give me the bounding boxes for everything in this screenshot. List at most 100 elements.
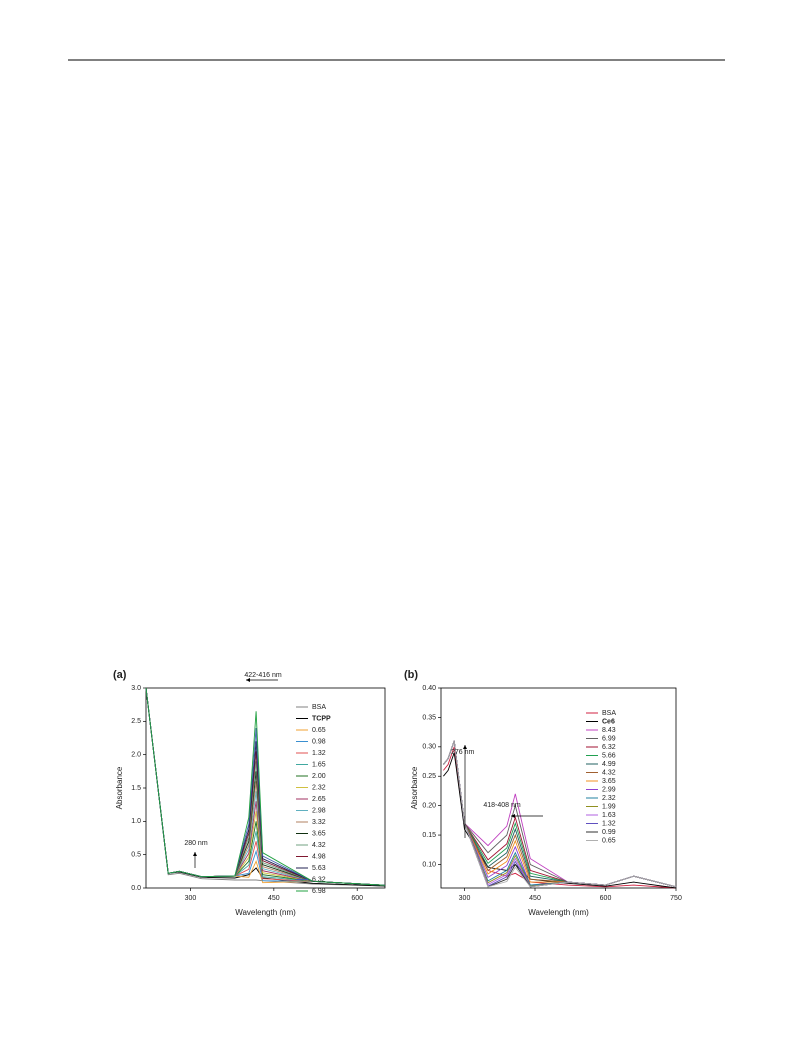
spectrum-line xyxy=(443,740,677,888)
legend-label: 6.32 xyxy=(312,876,326,883)
spectrum-line xyxy=(443,740,677,888)
legend-label: 6.32 xyxy=(602,744,616,751)
spectrum-line xyxy=(145,687,386,886)
annotation: 418-408 nm xyxy=(483,802,521,809)
legend-label: 0.98 xyxy=(312,738,326,745)
legend-label: 2.65 xyxy=(312,796,326,803)
y-tick-label: 1.0 xyxy=(131,818,141,825)
x-tick-label: 600 xyxy=(600,895,612,902)
arrow-head xyxy=(246,678,250,682)
legend-label: 1.32 xyxy=(602,820,616,827)
spectrum-line xyxy=(145,687,386,886)
spectrum-line xyxy=(443,740,677,888)
y-tick-label: 2.5 xyxy=(131,718,141,725)
spectrum-line xyxy=(145,687,386,886)
legend-label: Ce6 xyxy=(602,718,615,725)
legend-label: 4.32 xyxy=(312,842,326,849)
arrow-head xyxy=(193,852,197,856)
spectrum-line xyxy=(443,740,677,888)
spectrum-line xyxy=(145,687,386,886)
annotation: 280 nm xyxy=(184,840,208,847)
legend-label: 4.99 xyxy=(602,761,616,768)
legend-label: 0.65 xyxy=(602,837,616,844)
spectrum-line xyxy=(443,740,677,888)
legend-label: 3.65 xyxy=(312,830,326,837)
y-tick-label: 0.5 xyxy=(131,852,141,859)
legend-label: 2.00 xyxy=(312,773,326,780)
spectrum-line xyxy=(145,687,386,886)
x-axis-label: Wavelength (nm) xyxy=(235,908,296,917)
arrow-head xyxy=(463,745,467,749)
legend-label: 0.99 xyxy=(602,829,616,836)
spectrum-line xyxy=(145,687,386,886)
spectrum-line xyxy=(145,687,386,887)
y-tick-label: 0.40 xyxy=(422,685,436,692)
spectrum-line xyxy=(145,687,386,886)
y-tick-label: 1.5 xyxy=(131,785,141,792)
legend-label: 2.99 xyxy=(602,786,616,793)
x-tick-label: 450 xyxy=(268,895,280,902)
spectrum-line xyxy=(443,740,677,888)
y-tick-label: 0.0 xyxy=(131,885,141,892)
spectrum-line xyxy=(145,687,386,886)
legend-label: 2.32 xyxy=(602,795,616,802)
legend-label: 5.63 xyxy=(312,865,326,872)
legend-label: 6.98 xyxy=(312,888,326,895)
legend-label: 1.65 xyxy=(312,761,326,768)
plot-frame xyxy=(145,687,386,889)
spectrum-line xyxy=(145,687,386,886)
spectrum-line xyxy=(443,740,677,888)
legend-label: 8.43 xyxy=(602,727,616,734)
y-axis-label: Absorbance xyxy=(410,766,419,809)
spectrum-line xyxy=(443,752,677,889)
panel-label: (a) xyxy=(113,669,127,681)
legend-label: 5.66 xyxy=(602,752,616,759)
annotation: 276 nm xyxy=(451,749,475,756)
y-tick-label: 0.25 xyxy=(422,773,436,780)
spectrum-line xyxy=(145,687,386,886)
arrow-head xyxy=(511,814,515,818)
panel-label: (b) xyxy=(404,669,418,681)
spectrum-line xyxy=(443,740,677,888)
spectrum-line xyxy=(443,746,677,889)
plot-frame xyxy=(440,687,677,889)
spectrum-line xyxy=(443,740,677,888)
spectrum-line xyxy=(443,740,677,888)
legend-label: 2.32 xyxy=(312,784,326,791)
spectrum-line xyxy=(145,687,386,886)
y-tick-label: 3.0 xyxy=(131,685,141,692)
y-tick-label: 2.0 xyxy=(131,752,141,759)
legend-label: TCPP xyxy=(312,715,331,722)
legend-label: 1.63 xyxy=(602,812,616,819)
y-tick-label: 0.10 xyxy=(422,861,436,868)
x-tick-label: 300 xyxy=(185,895,197,902)
x-axis-label: Wavelength (nm) xyxy=(528,908,589,917)
legend-label: BSA xyxy=(602,710,616,717)
legend-label: 6.99 xyxy=(602,735,616,742)
y-axis-label: Absorbance xyxy=(115,766,124,809)
x-tick-label: 600 xyxy=(351,895,363,902)
legend-label: 3.65 xyxy=(602,778,616,785)
spectrum-line xyxy=(145,687,386,886)
spectrum-line xyxy=(443,740,677,888)
legend-label: BSA xyxy=(312,704,326,711)
spectrum-line xyxy=(145,687,386,886)
x-tick-label: 300 xyxy=(459,895,471,902)
spectrum-line xyxy=(443,740,677,888)
spectrum-line xyxy=(443,740,677,888)
y-tick-label: 0.20 xyxy=(422,802,436,809)
legend-label: 0.65 xyxy=(312,727,326,734)
annotation: 422-416 nm xyxy=(244,672,282,679)
spectrum-line xyxy=(145,687,386,887)
legend-label: 1.32 xyxy=(312,750,326,757)
y-tick-label: 0.15 xyxy=(422,832,436,839)
legend-label: 4.32 xyxy=(602,769,616,776)
x-tick-label: 450 xyxy=(529,895,541,902)
y-tick-label: 0.30 xyxy=(422,744,436,751)
legend-label: 1.99 xyxy=(602,803,616,810)
spectrum-line xyxy=(145,687,386,886)
spectrum-line xyxy=(443,740,677,888)
legend-label: 4.98 xyxy=(312,853,326,860)
